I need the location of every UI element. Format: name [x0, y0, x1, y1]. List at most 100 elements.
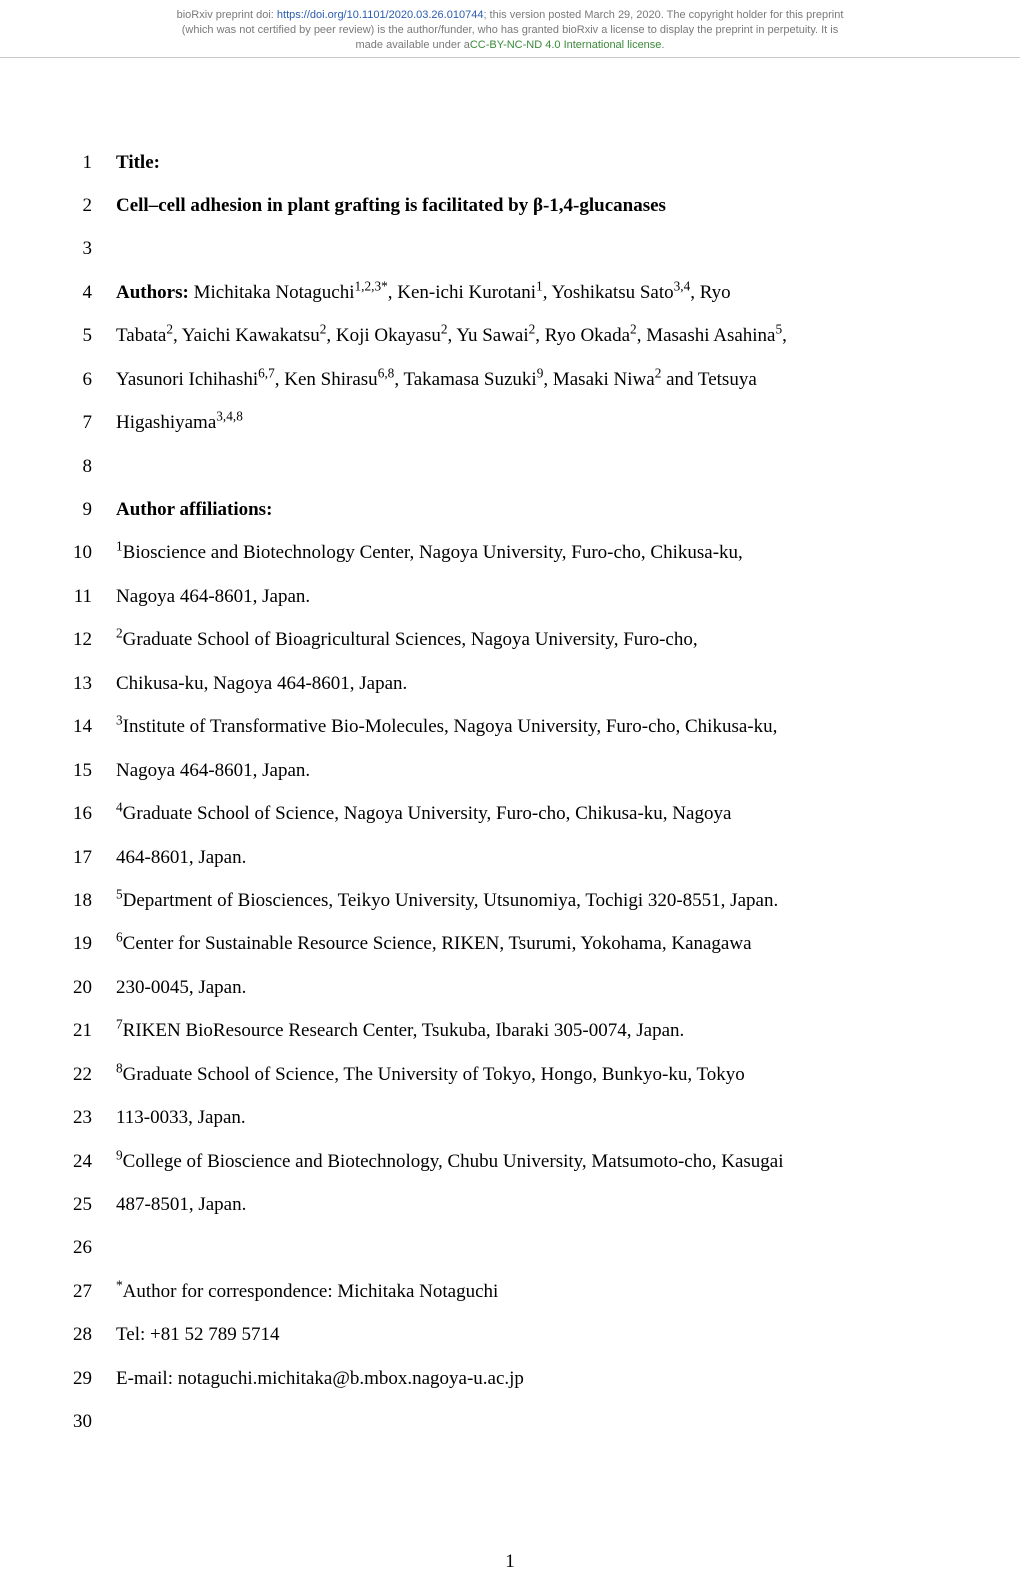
manuscript-line: 26 [70, 1233, 910, 1262]
manuscript-line: 1Title: [70, 148, 910, 177]
manuscript-line: 101Bioscience and Biotechnology Center, … [70, 538, 910, 567]
line-text: 9College of Bioscience and Biotechnology… [116, 1147, 910, 1176]
manuscript-line: 20230-0045, Japan. [70, 973, 910, 1002]
manuscript-line: 228Graduate School of Science, The Unive… [70, 1060, 910, 1089]
page-body: 1Title:2Cell–cell adhesion in plant graf… [0, 58, 1020, 1491]
line-text: 7RIKEN BioResource Research Center, Tsuk… [116, 1016, 910, 1045]
line-text: 3Institute of Transformative Bio-Molecul… [116, 712, 910, 741]
line-text: 464-8601, Japan. [116, 843, 910, 872]
line-text: Authors: Michitaka Notaguchi1,2,3*, Ken-… [116, 278, 910, 307]
line-text: Tel: +81 52 789 5714 [116, 1320, 910, 1349]
line-number: 11 [70, 582, 116, 611]
manuscript-line: 9Author affiliations: [70, 495, 910, 524]
line-number: 2 [70, 191, 116, 220]
header-prefix: bioRxiv preprint doi: [177, 9, 277, 21]
line-number: 23 [70, 1103, 116, 1132]
line-number: 12 [70, 625, 116, 654]
line-number: 8 [70, 452, 116, 481]
line-number: 4 [70, 278, 116, 307]
line-text: 2Graduate School of Bioagricultural Scie… [116, 625, 910, 654]
manuscript-line: 143Institute of Transformative Bio-Molec… [70, 712, 910, 741]
line-number: 22 [70, 1060, 116, 1089]
line-text: 113-0033, Japan. [116, 1103, 910, 1132]
manuscript-line: 6Yasunori Ichihashi6,7, Ken Shirasu6,8, … [70, 365, 910, 394]
line-text [116, 1233, 910, 1262]
line-number: 25 [70, 1190, 116, 1219]
line-number: 26 [70, 1233, 116, 1262]
manuscript-line: 29E-mail: notaguchi.michitaka@b.mbox.nag… [70, 1364, 910, 1393]
manuscript-line: 122Graduate School of Bioagricultural Sc… [70, 625, 910, 654]
manuscript-line: 28Tel: +81 52 789 5714 [70, 1320, 910, 1349]
manuscript-line: 2Cell–cell adhesion in plant grafting is… [70, 191, 910, 220]
manuscript-line: 185Department of Biosciences, Teikyo Uni… [70, 886, 910, 915]
manuscript-line: 27*Author for correspondence: Michitaka … [70, 1277, 910, 1306]
line-number: 27 [70, 1277, 116, 1306]
line-number: 15 [70, 756, 116, 785]
manuscript-line: 3 [70, 234, 910, 263]
doi-link[interactable]: https://doi.org/10.1101/2020.03.26.01074… [277, 9, 484, 21]
line-text: 487-8501, Japan. [116, 1190, 910, 1219]
header-line1-rest: ; this version posted March 29, 2020. Th… [483, 9, 843, 21]
line-text: *Author for correspondence: Michitaka No… [116, 1277, 910, 1306]
manuscript-line: 4Authors: Michitaka Notaguchi1,2,3*, Ken… [70, 278, 910, 307]
line-number: 1 [70, 148, 116, 177]
manuscript-line: 164Graduate School of Science, Nagoya Un… [70, 799, 910, 828]
manuscript-line: 7Higashiyama3,4,8 [70, 408, 910, 437]
line-number: 24 [70, 1147, 116, 1176]
header-line3-suffix: . [661, 39, 664, 51]
line-number: 29 [70, 1364, 116, 1393]
line-number: 14 [70, 712, 116, 741]
line-text: Title: [116, 148, 910, 177]
line-number: 17 [70, 843, 116, 872]
manuscript-line: 8 [70, 452, 910, 481]
line-text: Nagoya 464-8601, Japan. [116, 582, 910, 611]
license-link[interactable]: CC-BY-NC-ND 4.0 International license [470, 39, 662, 51]
manuscript-line: 217RIKEN BioResource Research Center, Ts… [70, 1016, 910, 1045]
manuscript-line: 11Nagoya 464-8601, Japan. [70, 582, 910, 611]
manuscript-line: 30 [70, 1407, 910, 1436]
manuscript-line: 17464-8601, Japan. [70, 843, 910, 872]
line-text: 1Bioscience and Biotechnology Center, Na… [116, 538, 910, 567]
manuscript-line: 249College of Bioscience and Biotechnolo… [70, 1147, 910, 1176]
line-text: Chikusa-ku, Nagoya 464-8601, Japan. [116, 669, 910, 698]
line-text: 4Graduate School of Science, Nagoya Univ… [116, 799, 910, 828]
line-text: Author affiliations: [116, 495, 910, 524]
line-number: 3 [70, 234, 116, 263]
line-number: 6 [70, 365, 116, 394]
line-number: 5 [70, 321, 116, 350]
line-text: E-mail: notaguchi.michitaka@b.mbox.nagoy… [116, 1364, 910, 1393]
manuscript-line: 25487-8501, Japan. [70, 1190, 910, 1219]
line-text: 8Graduate School of Science, The Univers… [116, 1060, 910, 1089]
line-number: 10 [70, 538, 116, 567]
line-text: Nagoya 464-8601, Japan. [116, 756, 910, 785]
line-number: 28 [70, 1320, 116, 1349]
line-text: Yasunori Ichihashi6,7, Ken Shirasu6,8, T… [116, 365, 910, 394]
line-number: 7 [70, 408, 116, 437]
page-number: 1 [0, 1551, 1020, 1573]
manuscript-line: 5Tabata2, Yaichi Kawakatsu2, Koji Okayas… [70, 321, 910, 350]
line-number: 19 [70, 929, 116, 958]
preprint-header: bioRxiv preprint doi: https://doi.org/10… [0, 0, 1020, 58]
header-line2: (which was not certified by peer review)… [182, 24, 838, 36]
line-number: 21 [70, 1016, 116, 1045]
line-text: 6Center for Sustainable Resource Science… [116, 929, 910, 958]
manuscript-line: 15Nagoya 464-8601, Japan. [70, 756, 910, 785]
line-text: 5Department of Biosciences, Teikyo Unive… [116, 886, 910, 915]
manuscript-line: 13Chikusa-ku, Nagoya 464-8601, Japan. [70, 669, 910, 698]
manuscript-line: 23113-0033, Japan. [70, 1103, 910, 1132]
manuscript-line: 196Center for Sustainable Resource Scien… [70, 929, 910, 958]
line-text: Tabata2, Yaichi Kawakatsu2, Koji Okayasu… [116, 321, 910, 350]
line-number: 18 [70, 886, 116, 915]
line-text [116, 1407, 910, 1436]
line-number: 20 [70, 973, 116, 1002]
line-number: 30 [70, 1407, 116, 1436]
line-text [116, 452, 910, 481]
line-number: 9 [70, 495, 116, 524]
line-number: 16 [70, 799, 116, 828]
header-line3-prefix: made available under a [356, 39, 470, 51]
line-text [116, 234, 910, 263]
line-text: Cell–cell adhesion in plant grafting is … [116, 191, 910, 220]
line-text: Higashiyama3,4,8 [116, 408, 910, 437]
line-number: 13 [70, 669, 116, 698]
line-text: 230-0045, Japan. [116, 973, 910, 1002]
